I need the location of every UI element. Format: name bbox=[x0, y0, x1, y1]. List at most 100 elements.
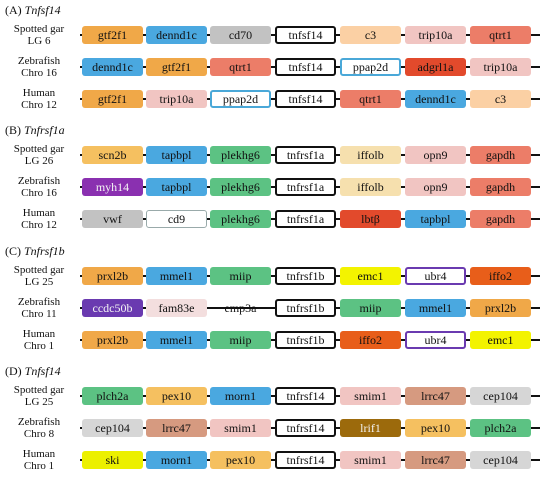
species-label: Human Chro 12 bbox=[0, 87, 78, 111]
gene-block: cd70 bbox=[210, 26, 271, 44]
species-name: Zebrafish bbox=[17, 296, 61, 308]
gene-block: qtrt1 bbox=[470, 26, 531, 44]
gene-block: pex10 bbox=[210, 451, 271, 469]
species-name: Human bbox=[22, 448, 56, 460]
species-name: Human bbox=[22, 87, 56, 99]
species-label: Spotted gar LG 6 bbox=[0, 23, 78, 47]
chromosome-label: Chro 1 bbox=[23, 340, 55, 352]
focal-gene-block: tnfrsf1b bbox=[275, 331, 336, 349]
chromosome-label: Chro 16 bbox=[21, 187, 57, 199]
gene-block: plekhg6 bbox=[210, 178, 271, 196]
gene-block: prxl2b bbox=[470, 299, 531, 317]
gene-block: iffo2 bbox=[340, 331, 401, 349]
gene-block: tapbpl bbox=[146, 178, 207, 196]
gene-block: opn9 bbox=[405, 178, 466, 196]
synteny-row: Spotted gar LG 25 plch2a pex10 morn1 tnfrsf14… bbox=[0, 384, 550, 408]
species-name: Human bbox=[22, 207, 56, 219]
section-gene-name: Tnfrsf1a bbox=[24, 123, 65, 137]
gene-block: gtf2f1 bbox=[82, 90, 143, 108]
gene-block: vwf bbox=[82, 210, 143, 228]
gene-block: gapdh bbox=[470, 146, 531, 164]
gene-block: cep104 bbox=[470, 451, 531, 469]
gene-block: plch2a bbox=[82, 387, 143, 405]
species-label: Human Chro 1 bbox=[0, 328, 78, 352]
gene-block: emp3a bbox=[224, 300, 257, 315]
synteny-row: Human Chro 12 gtf2f1 trip10a ppap2d tnfsf14 qt… bbox=[0, 87, 550, 111]
species-label: Zebrafish Chro 16 bbox=[0, 55, 78, 79]
section-gene-name: Tnfrsf1b bbox=[24, 244, 65, 258]
gene-block: qtrt1 bbox=[210, 58, 271, 76]
gene-block: trip10a bbox=[470, 58, 531, 76]
focal-gene-block: tnfrsf1b bbox=[275, 299, 336, 317]
section-title: (C) Tnfrsf1b bbox=[5, 244, 65, 259]
gene-block: tapbpl bbox=[146, 146, 207, 164]
gene-block: mmel1 bbox=[405, 299, 466, 317]
gene-block: emc1 bbox=[470, 331, 531, 349]
section-letter: (C) bbox=[5, 244, 21, 258]
gene-block: gapdh bbox=[470, 210, 531, 228]
section-title: (A) Tnfsf14 bbox=[5, 3, 61, 18]
gene-block: ski bbox=[82, 451, 143, 469]
gene-block: prxl2b bbox=[82, 267, 143, 285]
gene-block: smim1 bbox=[340, 387, 401, 405]
chromosome-label: LG 25 bbox=[24, 276, 54, 288]
species-name: Zebrafish bbox=[17, 416, 61, 428]
species-name: Spotted gar bbox=[13, 384, 65, 396]
synteny-row: Human Chro 1 prxl2b mmel1 miip tnfrsf1b iffo2 u… bbox=[0, 328, 550, 352]
section-title: (B) Tnfrsf1a bbox=[5, 123, 65, 138]
focal-gene-block: tnfrsf1b bbox=[275, 267, 336, 285]
species-label: Zebrafish Chro 8 bbox=[0, 416, 78, 440]
gene-block: cd9 bbox=[146, 210, 207, 228]
gene-block: ppap2d bbox=[340, 58, 401, 76]
gene-block: miip bbox=[340, 299, 401, 317]
synteny-row: Human Chro 12 vwf cd9 plekhg6 tnfrsf1a lbtβ tap… bbox=[0, 207, 550, 231]
gene-block: cep104 bbox=[82, 419, 143, 437]
focal-gene-block: tnfrsf1a bbox=[275, 210, 336, 228]
focal-gene-block: tnfrsf1a bbox=[275, 146, 336, 164]
gene-block: miip bbox=[210, 267, 271, 285]
gene-block: prxl2b bbox=[82, 331, 143, 349]
focal-gene-block: tnfrsf1a bbox=[275, 178, 336, 196]
chromosome-label: Chro 1 bbox=[23, 460, 55, 472]
section-letter: (B) bbox=[5, 123, 21, 137]
species-label: Spotted gar LG 25 bbox=[0, 384, 78, 408]
gene-block: iffolb bbox=[340, 178, 401, 196]
gene-block: iffolb bbox=[340, 146, 401, 164]
gene-block: lbtβ bbox=[340, 210, 401, 228]
chromosome-label: Chro 12 bbox=[21, 99, 57, 111]
species-label: Spotted gar LG 26 bbox=[0, 143, 78, 167]
synteny-row: Human Chro 1 ski morn1 pex10 tnfrsf14 smim1 lrr… bbox=[0, 448, 550, 472]
gene-block: dennd1c bbox=[405, 90, 466, 108]
species-name: Spotted gar bbox=[13, 23, 65, 35]
gene-block: morn1 bbox=[146, 451, 207, 469]
gene-block: mmel1 bbox=[146, 331, 207, 349]
species-name: Zebrafish bbox=[17, 55, 61, 67]
chromosome-label: Chro 11 bbox=[21, 308, 57, 320]
species-label: Human Chro 1 bbox=[0, 448, 78, 472]
gene-block: c3 bbox=[470, 90, 531, 108]
species-label: Zebrafish Chro 11 bbox=[0, 296, 78, 320]
synteny-row: Zebrafish Chro 16 dennd1c gtf2f1 qtrt1 tnfsf1… bbox=[0, 55, 550, 79]
gene-block: morn1 bbox=[210, 387, 271, 405]
chromosome-label: LG 26 bbox=[24, 155, 54, 167]
focal-gene-block: tnfrsf14 bbox=[275, 451, 336, 469]
synteny-row: Spotted gar LG 25 prxl2b mmel1 miip tnfrsf1b e… bbox=[0, 264, 550, 288]
gene-block: iffo2 bbox=[470, 267, 531, 285]
gene-block: trip10a bbox=[146, 90, 207, 108]
focal-gene-block: tnfsf14 bbox=[275, 58, 336, 76]
chromosome-label: LG 6 bbox=[27, 35, 51, 47]
gene-block: myh14 bbox=[82, 178, 143, 196]
gene-block: dennd1c bbox=[82, 58, 143, 76]
gene-block: gapdh bbox=[470, 178, 531, 196]
synteny-row: Spotted gar LG 26 scn2b tapbpl plekhg6 tnfrsf… bbox=[0, 143, 550, 167]
species-name: Spotted gar bbox=[13, 143, 65, 155]
gene-block: fam83e bbox=[146, 299, 207, 317]
synteny-row: Spotted gar LG 6 gtf2f1 dennd1c cd70 tnfsf14 c… bbox=[0, 23, 550, 47]
gene-block: lrif1 bbox=[340, 419, 401, 437]
gene-block: plekhg6 bbox=[210, 146, 271, 164]
focal-gene-block: tnfrsf14 bbox=[275, 419, 336, 437]
gene-block: adgrl1a bbox=[405, 58, 466, 76]
section-letter: (A) bbox=[5, 3, 22, 17]
gene-block: c3 bbox=[340, 26, 401, 44]
